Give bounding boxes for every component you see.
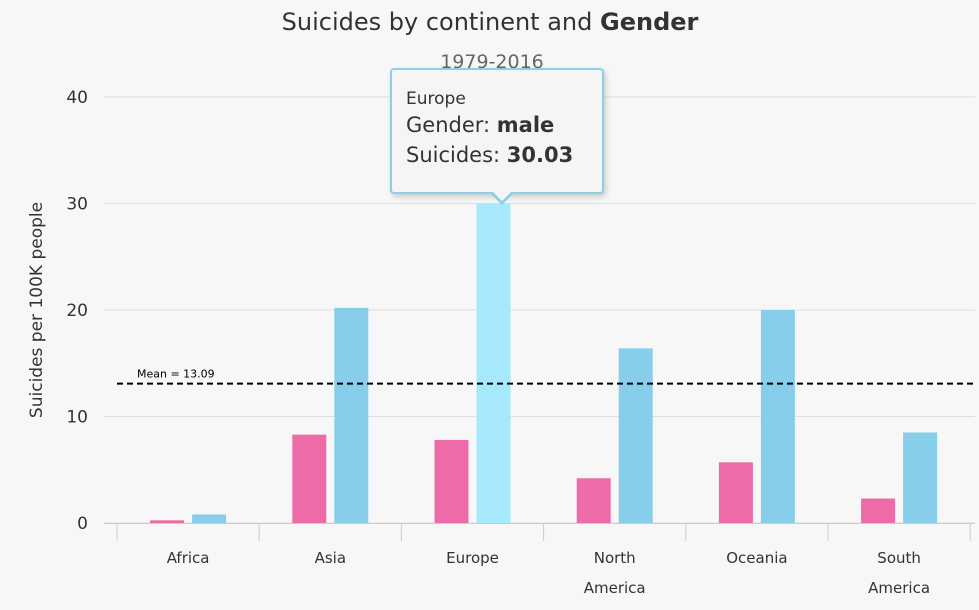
mean-line-label: Mean = 13.09 xyxy=(137,368,215,381)
y-tick-label: 0 xyxy=(77,514,88,534)
x-tick-label: Africa xyxy=(167,549,210,567)
tooltip-gender-label: Gender: xyxy=(406,113,497,137)
chart-title-regular: Suicides by continent and xyxy=(282,8,600,36)
bar xyxy=(334,307,369,523)
bar xyxy=(192,514,227,523)
tooltip-category: Europe xyxy=(406,89,466,109)
chart-title: Suicides by continent and Gender xyxy=(282,8,699,36)
x-tick-label: Europe xyxy=(446,549,499,567)
bar xyxy=(760,310,795,523)
chart-title-bold: Gender xyxy=(600,8,699,36)
data-tooltip: Europe Gender: male Suicides: 30.03 xyxy=(390,68,604,205)
bar xyxy=(576,478,611,523)
tooltip-value: Suicides: 30.03 xyxy=(406,140,602,170)
x-tick-label: North xyxy=(594,549,636,567)
bar xyxy=(150,520,185,523)
x-tick-label: South xyxy=(877,549,921,567)
bar xyxy=(861,498,896,523)
bar xyxy=(718,462,753,523)
bar xyxy=(434,439,469,523)
bar xyxy=(476,203,511,524)
bar xyxy=(903,432,938,523)
x-tick-label: Asia xyxy=(315,549,346,567)
y-tick-label: 10 xyxy=(66,408,88,428)
tooltip-arrow-fill xyxy=(493,192,511,201)
x-tick-label: America xyxy=(868,579,930,597)
y-tick-label: 30 xyxy=(66,195,88,215)
x-tick-label: America xyxy=(584,579,646,597)
y-tick-label: 40 xyxy=(66,88,88,108)
tooltip-gender-value: male xyxy=(496,113,555,137)
tooltip-value-number: 30.03 xyxy=(506,143,574,167)
chart-subtitle: 1979-2016 xyxy=(440,51,544,73)
tooltip-gender: Gender: male xyxy=(406,110,602,140)
y-axis-label: Suicides per 100K people xyxy=(27,202,47,418)
x-tick-label: Oceania xyxy=(726,549,787,567)
bar xyxy=(618,348,653,523)
bar xyxy=(292,434,327,523)
y-tick-label: 20 xyxy=(66,301,88,321)
tooltip-value-label: Suicides: xyxy=(406,143,507,167)
